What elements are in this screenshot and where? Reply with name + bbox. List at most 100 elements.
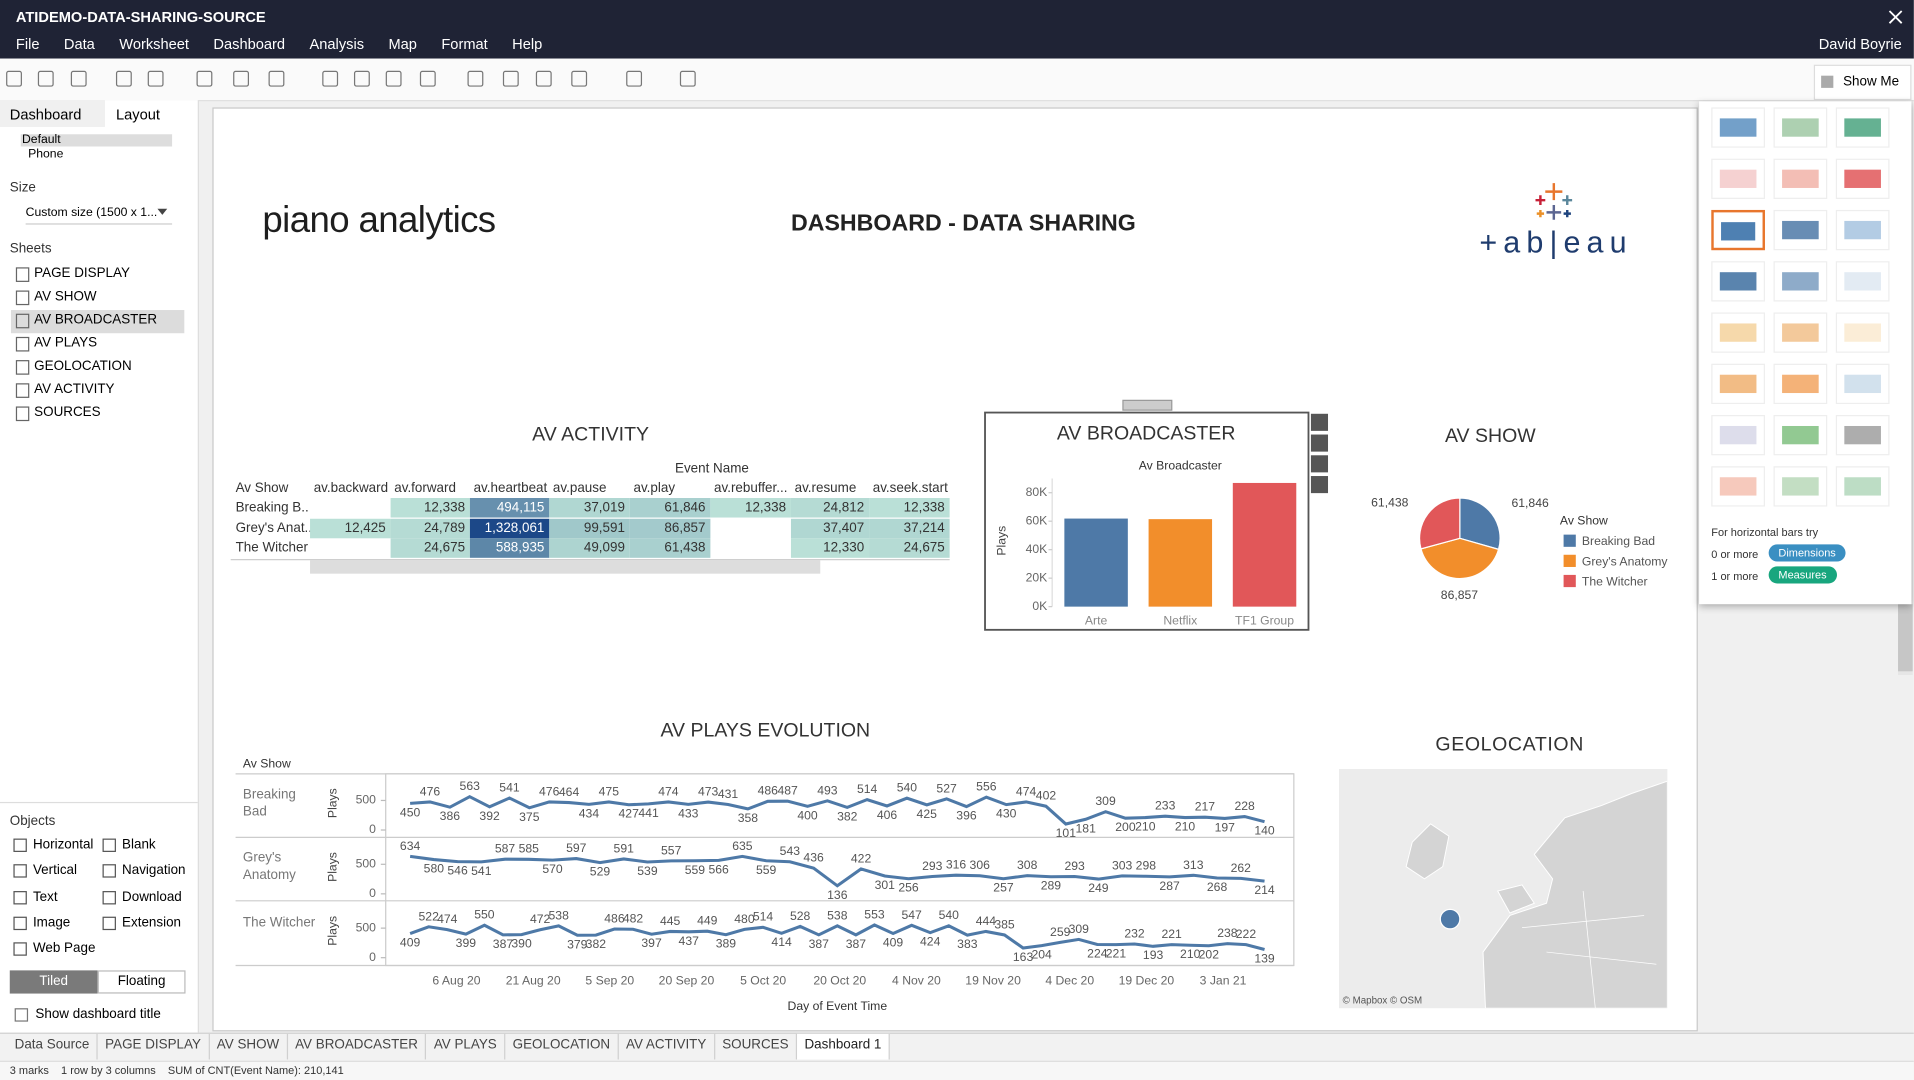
- sheet-icon: [15, 383, 30, 398]
- toolbar-icon[interactable]: [502, 70, 519, 87]
- chart-thumbnail[interactable]: [1835, 363, 1890, 405]
- floating-button[interactable]: Floating: [97, 970, 186, 994]
- sheet-tab[interactable]: AV ACTIVITY: [619, 1033, 715, 1060]
- toolbar-icon[interactable]: [385, 70, 402, 87]
- menu-item[interactable]: Data: [63, 35, 95, 53]
- checkbox-label[interactable]: Show dashboard title: [35, 1006, 161, 1022]
- sheet-item[interactable]: AV ACTIVITY: [34, 382, 115, 397]
- chart-thumbnail[interactable]: [1835, 261, 1890, 302]
- toolbar-icon[interactable]: [196, 70, 213, 87]
- toolbar-icon[interactable]: [37, 70, 54, 87]
- sheet-tab[interactable]: AV BROADCASTER: [288, 1033, 427, 1060]
- chart-thumbnail[interactable]: [1773, 312, 1828, 353]
- scroll-thumb[interactable]: [1898, 604, 1913, 672]
- sheet-item[interactable]: SOURCES: [34, 405, 101, 420]
- device[interactable]: Phone: [28, 147, 64, 162]
- tiled-button[interactable]: Tiled: [9, 970, 98, 994]
- panel-tool[interactable]: [1310, 413, 1329, 431]
- chart-thumbnail[interactable]: [1773, 415, 1828, 456]
- chart-thumbnail[interactable]: [1773, 261, 1828, 302]
- data-label: 541: [471, 864, 492, 878]
- section-title: AV ACTIVITY: [532, 424, 650, 446]
- sheet-item[interactable]: PAGE DISPLAY: [34, 266, 130, 281]
- object-item[interactable]: Text: [32, 889, 58, 904]
- menu-item[interactable]: Worksheet: [119, 35, 190, 53]
- menu-item[interactable]: Format: [441, 35, 488, 53]
- sheet-tab[interactable]: Dashboard 1: [797, 1033, 890, 1060]
- sheet-tab[interactable]: Data Source: [7, 1033, 98, 1060]
- thumbnail-glyph: [1782, 323, 1819, 342]
- toolbar-icon[interactable]: [147, 70, 164, 87]
- toolbar-icon[interactable]: [70, 70, 87, 87]
- toolbar-icon[interactable]: [6, 70, 22, 87]
- sheet-item[interactable]: AV SHOW: [34, 289, 97, 304]
- toolbar-icon[interactable]: [353, 70, 370, 87]
- object-item[interactable]: Extension: [122, 915, 182, 930]
- panel-tool[interactable]: [1310, 476, 1329, 494]
- chart-thumbnail[interactable]: [1711, 312, 1765, 353]
- close-button[interactable]: [1888, 10, 1903, 25]
- chart-thumbnail[interactable]: [1711, 415, 1765, 456]
- sheet-tab[interactable]: AV SHOW: [209, 1033, 288, 1060]
- chart-thumbnail[interactable]: [1773, 209, 1828, 251]
- menu-item[interactable]: File: [15, 35, 40, 53]
- toolbar-icon[interactable]: [571, 70, 588, 87]
- chart-thumbnail[interactable]: [1711, 158, 1765, 199]
- toolbar-icon[interactable]: [233, 70, 250, 87]
- chart-thumbnail[interactable]: [1773, 158, 1828, 199]
- object-item[interactable]: Image: [32, 915, 71, 930]
- user-name[interactable]: David Boyrie: [1818, 35, 1902, 53]
- chart-thumbnail[interactable]: [1711, 363, 1765, 405]
- size-dropdown[interactable]: Custom size (1500 x 1...: [25, 206, 173, 225]
- panel-tab[interactable]: Dashboard: [9, 106, 82, 124]
- object-item[interactable]: Download: [122, 889, 182, 904]
- toolbar-icon[interactable]: [467, 70, 484, 87]
- object-item[interactable]: Vertical: [32, 863, 77, 878]
- menu-item[interactable]: Dashboard: [213, 35, 286, 53]
- object-item[interactable]: Navigation: [122, 863, 186, 878]
- chart-thumbnail[interactable]: [1773, 107, 1828, 148]
- sheet-item[interactable]: GEOLOCATION: [34, 358, 132, 374]
- toolbar-icon[interactable]: [419, 70, 436, 87]
- toolbar-icon[interactable]: [535, 70, 552, 87]
- sheet-tab[interactable]: GEOLOCATION: [505, 1033, 619, 1060]
- chart-thumbnail[interactable]: [1835, 466, 1890, 507]
- menu-item[interactable]: Help: [512, 35, 543, 53]
- chart-thumbnail[interactable]: [1835, 415, 1890, 456]
- chart-thumbnail[interactable]: [1711, 107, 1765, 148]
- chart-thumbnail[interactable]: [1835, 209, 1890, 251]
- sheet-item[interactable]: AV BROADCASTER: [34, 312, 158, 328]
- panel-tool[interactable]: [1310, 455, 1329, 473]
- menu-item[interactable]: Map: [388, 35, 417, 53]
- object-item[interactable]: Horizontal: [32, 837, 94, 852]
- chart-thumbnail[interactable]: [1835, 312, 1890, 353]
- chart-thumbnail[interactable]: [1773, 363, 1828, 405]
- toolbar-icon[interactable]: [322, 70, 339, 87]
- chart-thumbnail[interactable]: [1711, 466, 1765, 507]
- sheet-tab[interactable]: AV PLAYS: [427, 1033, 506, 1060]
- chart-thumbnail[interactable]: [1711, 261, 1765, 302]
- object-item[interactable]: Web Page: [32, 941, 96, 956]
- toolbar-icon[interactable]: [626, 70, 643, 87]
- data-label: 528: [790, 909, 811, 923]
- toolbar-icon[interactable]: [679, 70, 696, 87]
- map-point[interactable]: [1439, 908, 1461, 930]
- panel-tab[interactable]: Layout: [115, 106, 160, 124]
- toolbar-icon[interactable]: [268, 70, 285, 87]
- show-me-button[interactable]: Show Me: [1813, 64, 1912, 101]
- sheet-tab[interactable]: PAGE DISPLAY: [98, 1033, 210, 1060]
- data-label: 221: [1161, 927, 1182, 941]
- sheet-item[interactable]: AV PLAYS: [34, 335, 98, 351]
- chart-thumbnail[interactable]: [1835, 158, 1890, 199]
- object-item[interactable]: Blank: [122, 837, 156, 852]
- chart-thumbnail[interactable]: [1711, 209, 1765, 251]
- sheet-tab[interactable]: SOURCES: [715, 1033, 798, 1060]
- chart-thumbnail[interactable]: [1835, 107, 1890, 148]
- panel-tool[interactable]: [1310, 434, 1329, 452]
- checkbox[interactable]: [14, 1008, 29, 1022]
- device[interactable]: Default: [21, 133, 61, 147]
- menu-item[interactable]: Analysis: [309, 35, 365, 53]
- toolbar-icon[interactable]: [115, 70, 132, 87]
- facet-label: Breaking Bad: [242, 787, 296, 820]
- chart-thumbnail[interactable]: [1773, 466, 1828, 507]
